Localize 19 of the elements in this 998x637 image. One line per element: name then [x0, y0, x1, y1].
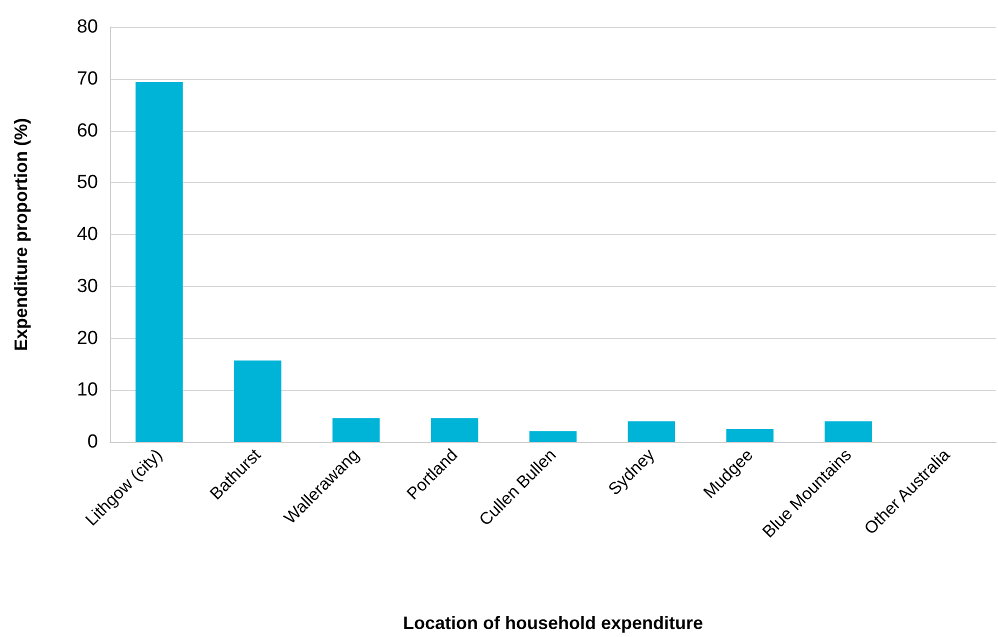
y-tick-label: 80: [76, 16, 98, 38]
bar: [628, 421, 676, 442]
y-tick-label: 0: [87, 432, 98, 452]
y-tick-label: 50: [76, 172, 98, 194]
bar: [430, 418, 478, 442]
y-tick-label: 20: [76, 328, 98, 349]
y-axis-title: Expenditure proportion (%): [11, 118, 31, 351]
y-tick-label: 40: [76, 224, 98, 245]
y-tick-label: 60: [76, 120, 98, 142]
bar: [726, 429, 774, 442]
y-tick-label: 10: [76, 380, 98, 401]
y-tick-label: 30: [76, 276, 98, 297]
bar: [824, 421, 872, 442]
x-axis-title: Location of household expenditure: [402, 613, 704, 633]
bar: [234, 360, 282, 442]
y-tick-label: 70: [76, 68, 98, 90]
bar: [136, 82, 183, 442]
bar: [332, 418, 380, 442]
bar: [529, 431, 577, 442]
